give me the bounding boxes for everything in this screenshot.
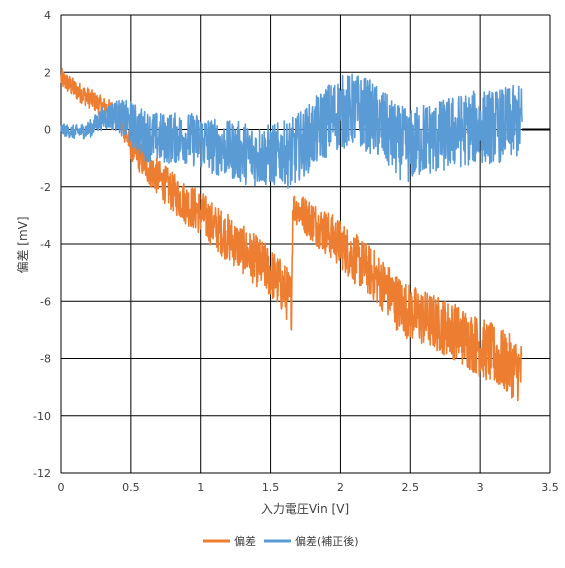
series-line-0	[60, 68, 523, 402]
series-line-1	[60, 73, 523, 189]
axis-tick-labels: 0 0.5 1 1.5 2 2.5 3 3.5 4 2 0 -2 -4 -6 -8 -10 -12	[33, 9, 559, 494]
x-tick-label: 3.5	[541, 481, 559, 494]
y-tick-label: -4	[40, 238, 51, 251]
y-tick-label: 2	[44, 66, 51, 79]
x-tick-label: 0.5	[122, 481, 140, 494]
y-tick-label: -2	[40, 181, 51, 194]
y-axis-title: 偏差 [mV]	[15, 216, 30, 273]
legend: 偏差 偏差(補正後)	[203, 534, 359, 548]
x-tick-label: 0	[58, 481, 65, 494]
x-tick-label: 1	[197, 481, 204, 494]
y-tick-label: -10	[33, 410, 51, 423]
x-axis-title: 入力電圧Vin [V]	[261, 502, 349, 516]
legend-label-0: 偏差	[234, 534, 256, 548]
y-tick-label: -8	[40, 353, 51, 366]
y-tick-label: -6	[40, 295, 51, 308]
legend-label-1: 偏差(補正後)	[295, 534, 359, 548]
x-tick-label: 1.5	[262, 481, 280, 494]
y-tick-label: -12	[33, 467, 51, 480]
y-tick-label: 0	[44, 124, 51, 137]
x-tick-label: 2	[337, 481, 344, 494]
x-tick-label: 2.5	[402, 481, 420, 494]
series-layer	[60, 68, 523, 402]
x-tick-label: 3	[477, 481, 484, 494]
y-tick-label: 4	[44, 9, 51, 22]
